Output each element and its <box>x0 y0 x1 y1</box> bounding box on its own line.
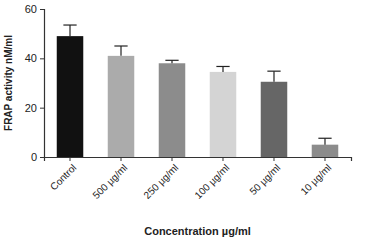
x-tick-mark <box>70 157 71 161</box>
y-tick-mark <box>40 9 44 10</box>
x-axis: Control 500 µg/ml 250 µg/ml 100 µg/ml 50 µg/… <box>45 157 352 201</box>
error-stem <box>120 46 121 56</box>
y-tick: 60 <box>25 3 44 15</box>
error-bar <box>267 71 280 82</box>
bar <box>312 145 339 157</box>
x-tick-label: 500 µg/ml <box>91 162 130 201</box>
error-cap <box>318 138 331 139</box>
y-tick-label: 20 <box>25 102 37 114</box>
y-tick: 0 <box>31 151 44 163</box>
x-tick: 10 µg/ml <box>298 157 333 197</box>
y-tick-label: 60 <box>25 3 37 15</box>
error-cap <box>267 71 280 72</box>
x-tick-label: 250 µg/ml <box>142 162 181 201</box>
x-tick-mark <box>121 157 122 161</box>
error-bar <box>63 25 76 36</box>
x-tick: 100 µg/ml <box>193 157 232 201</box>
x-tick-mark <box>172 157 173 161</box>
bar <box>261 82 288 157</box>
x-tick: 250 µg/ml <box>142 157 181 201</box>
error-stem <box>222 66 223 71</box>
bars <box>57 25 339 157</box>
error-bar <box>318 138 331 144</box>
x-tick-label: 100 µg/ml <box>193 162 232 201</box>
error-cap <box>63 24 76 25</box>
x-tick-label: 50 µg/ml <box>247 162 282 197</box>
error-bar <box>216 66 229 71</box>
error-cap <box>165 60 178 61</box>
error-stem <box>324 138 325 144</box>
x-tick-label: Control <box>48 162 79 193</box>
x-axis-line <box>45 158 352 162</box>
bar <box>108 56 135 157</box>
x-tick-mark <box>222 157 223 161</box>
bar <box>159 63 186 157</box>
x-tick-mark <box>273 157 274 161</box>
error-stem <box>69 25 70 36</box>
y-tick: 40 <box>25 52 44 64</box>
error-bar <box>165 60 178 63</box>
x-tick: 50 µg/ml <box>247 157 282 197</box>
error-cap <box>216 66 229 67</box>
plot: 0 20 40 60 Control 500 µg/ml 250 µg/ml 100 µg/m… <box>25 3 352 201</box>
x-tick: 500 µg/ml <box>91 157 130 201</box>
error-stem <box>273 71 274 82</box>
bar <box>210 72 237 157</box>
chart: 0 20 40 60 Control 500 µg/ml 250 µg/ml 100 µg/m… <box>0 0 371 240</box>
y-tick-mark <box>40 108 44 109</box>
x-axis-title: Concentration µg/ml <box>144 225 251 237</box>
y-axis-title: FRAP activity nM/ml <box>3 35 14 131</box>
y-tick-label: 40 <box>25 52 37 64</box>
x-tick-label: 10 µg/ml <box>298 162 333 197</box>
y-tick: 20 <box>25 102 44 114</box>
y-tick-label: 0 <box>31 151 37 163</box>
error-cap <box>114 45 127 46</box>
bar <box>57 36 84 157</box>
x-tick: Control <box>48 157 79 193</box>
y-tick-mark <box>40 157 44 158</box>
y-tick-mark <box>40 58 44 59</box>
y-axis-line <box>40 10 45 158</box>
x-tick-mark <box>324 157 325 161</box>
y-axis: 0 20 40 60 <box>25 3 45 163</box>
error-bar <box>114 46 127 56</box>
